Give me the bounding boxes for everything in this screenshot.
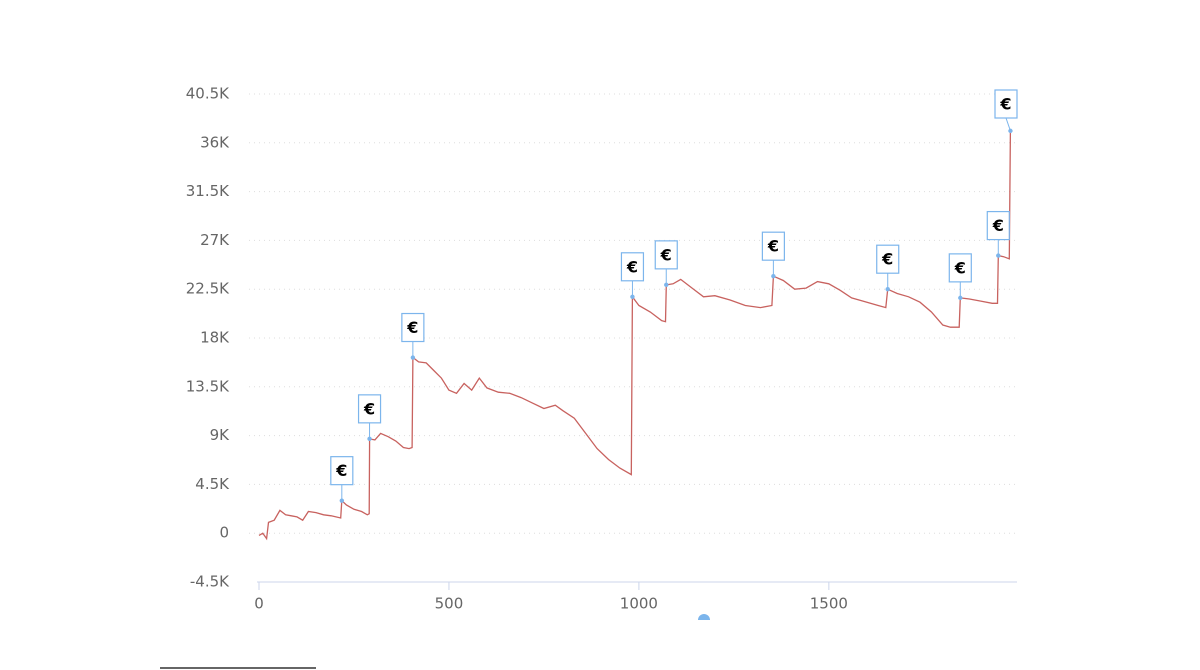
- flag: €: [654, 240, 678, 288]
- flag: €: [401, 312, 425, 360]
- flag: €: [620, 252, 645, 299]
- flag-label: €: [992, 216, 1004, 235]
- flag-point: [885, 287, 890, 292]
- navigator-handle: [698, 614, 710, 620]
- flag: €: [994, 89, 1018, 134]
- y-tick-label: 18K: [200, 329, 230, 347]
- x-tick-label: 500: [435, 595, 464, 613]
- flag-stem: [1005, 117, 1011, 132]
- flag-box: [654, 240, 678, 270]
- flag-point: [958, 295, 963, 301]
- flag-box: [986, 210, 1010, 241]
- flag-label: €: [626, 257, 638, 276]
- flag-label: €: [881, 250, 893, 269]
- flag-point: [996, 253, 1001, 258]
- y-tick-label: -4.5K: [190, 573, 230, 591]
- y-tick-label: 13.5K: [186, 377, 230, 395]
- y-tick-label: 22.5K: [186, 280, 230, 298]
- y-tick-label: 0: [219, 524, 229, 542]
- flag-point: [771, 273, 776, 279]
- y-tick-label: 27K: [200, 231, 230, 249]
- flag-box: [761, 231, 785, 261]
- flag-box: [994, 89, 1018, 119]
- flag-box: [948, 253, 972, 283]
- y-tick-label: 36K: [200, 133, 230, 151]
- flag: €: [876, 244, 900, 292]
- flag-label: €: [406, 318, 418, 337]
- flag-point: [630, 294, 635, 299]
- flag-label: €: [767, 237, 779, 256]
- flag-point: [410, 355, 416, 360]
- flag-box: [357, 394, 382, 424]
- x-tick-label: 1500: [810, 595, 848, 613]
- flag-point: [339, 498, 345, 503]
- y-tick-label: 9K: [210, 426, 231, 444]
- flag: €: [986, 210, 1010, 258]
- flag: €: [330, 456, 354, 503]
- flag-label: €: [660, 245, 672, 264]
- y-tick-label: 40.5K: [186, 85, 230, 103]
- flag-point: [367, 436, 372, 442]
- flag-point: [1008, 128, 1013, 134]
- x-tick-label: 0: [254, 595, 264, 613]
- flag-box: [876, 244, 900, 274]
- flag-box: [330, 456, 354, 486]
- y-tick-label: 31.5K: [186, 182, 230, 200]
- flag-label: €: [954, 258, 966, 277]
- flag: €: [948, 253, 972, 301]
- flag-label: €: [999, 95, 1011, 114]
- x-tick-label: 1000: [620, 595, 658, 613]
- flag-box: [620, 252, 645, 282]
- flag-label: €: [335, 461, 347, 480]
- flag-label: €: [363, 399, 375, 418]
- flag: €: [357, 394, 382, 442]
- flag-box: [401, 312, 425, 343]
- flag: €: [761, 231, 785, 279]
- y-tick-label: 4.5K: [195, 475, 230, 493]
- flag-point: [664, 282, 669, 288]
